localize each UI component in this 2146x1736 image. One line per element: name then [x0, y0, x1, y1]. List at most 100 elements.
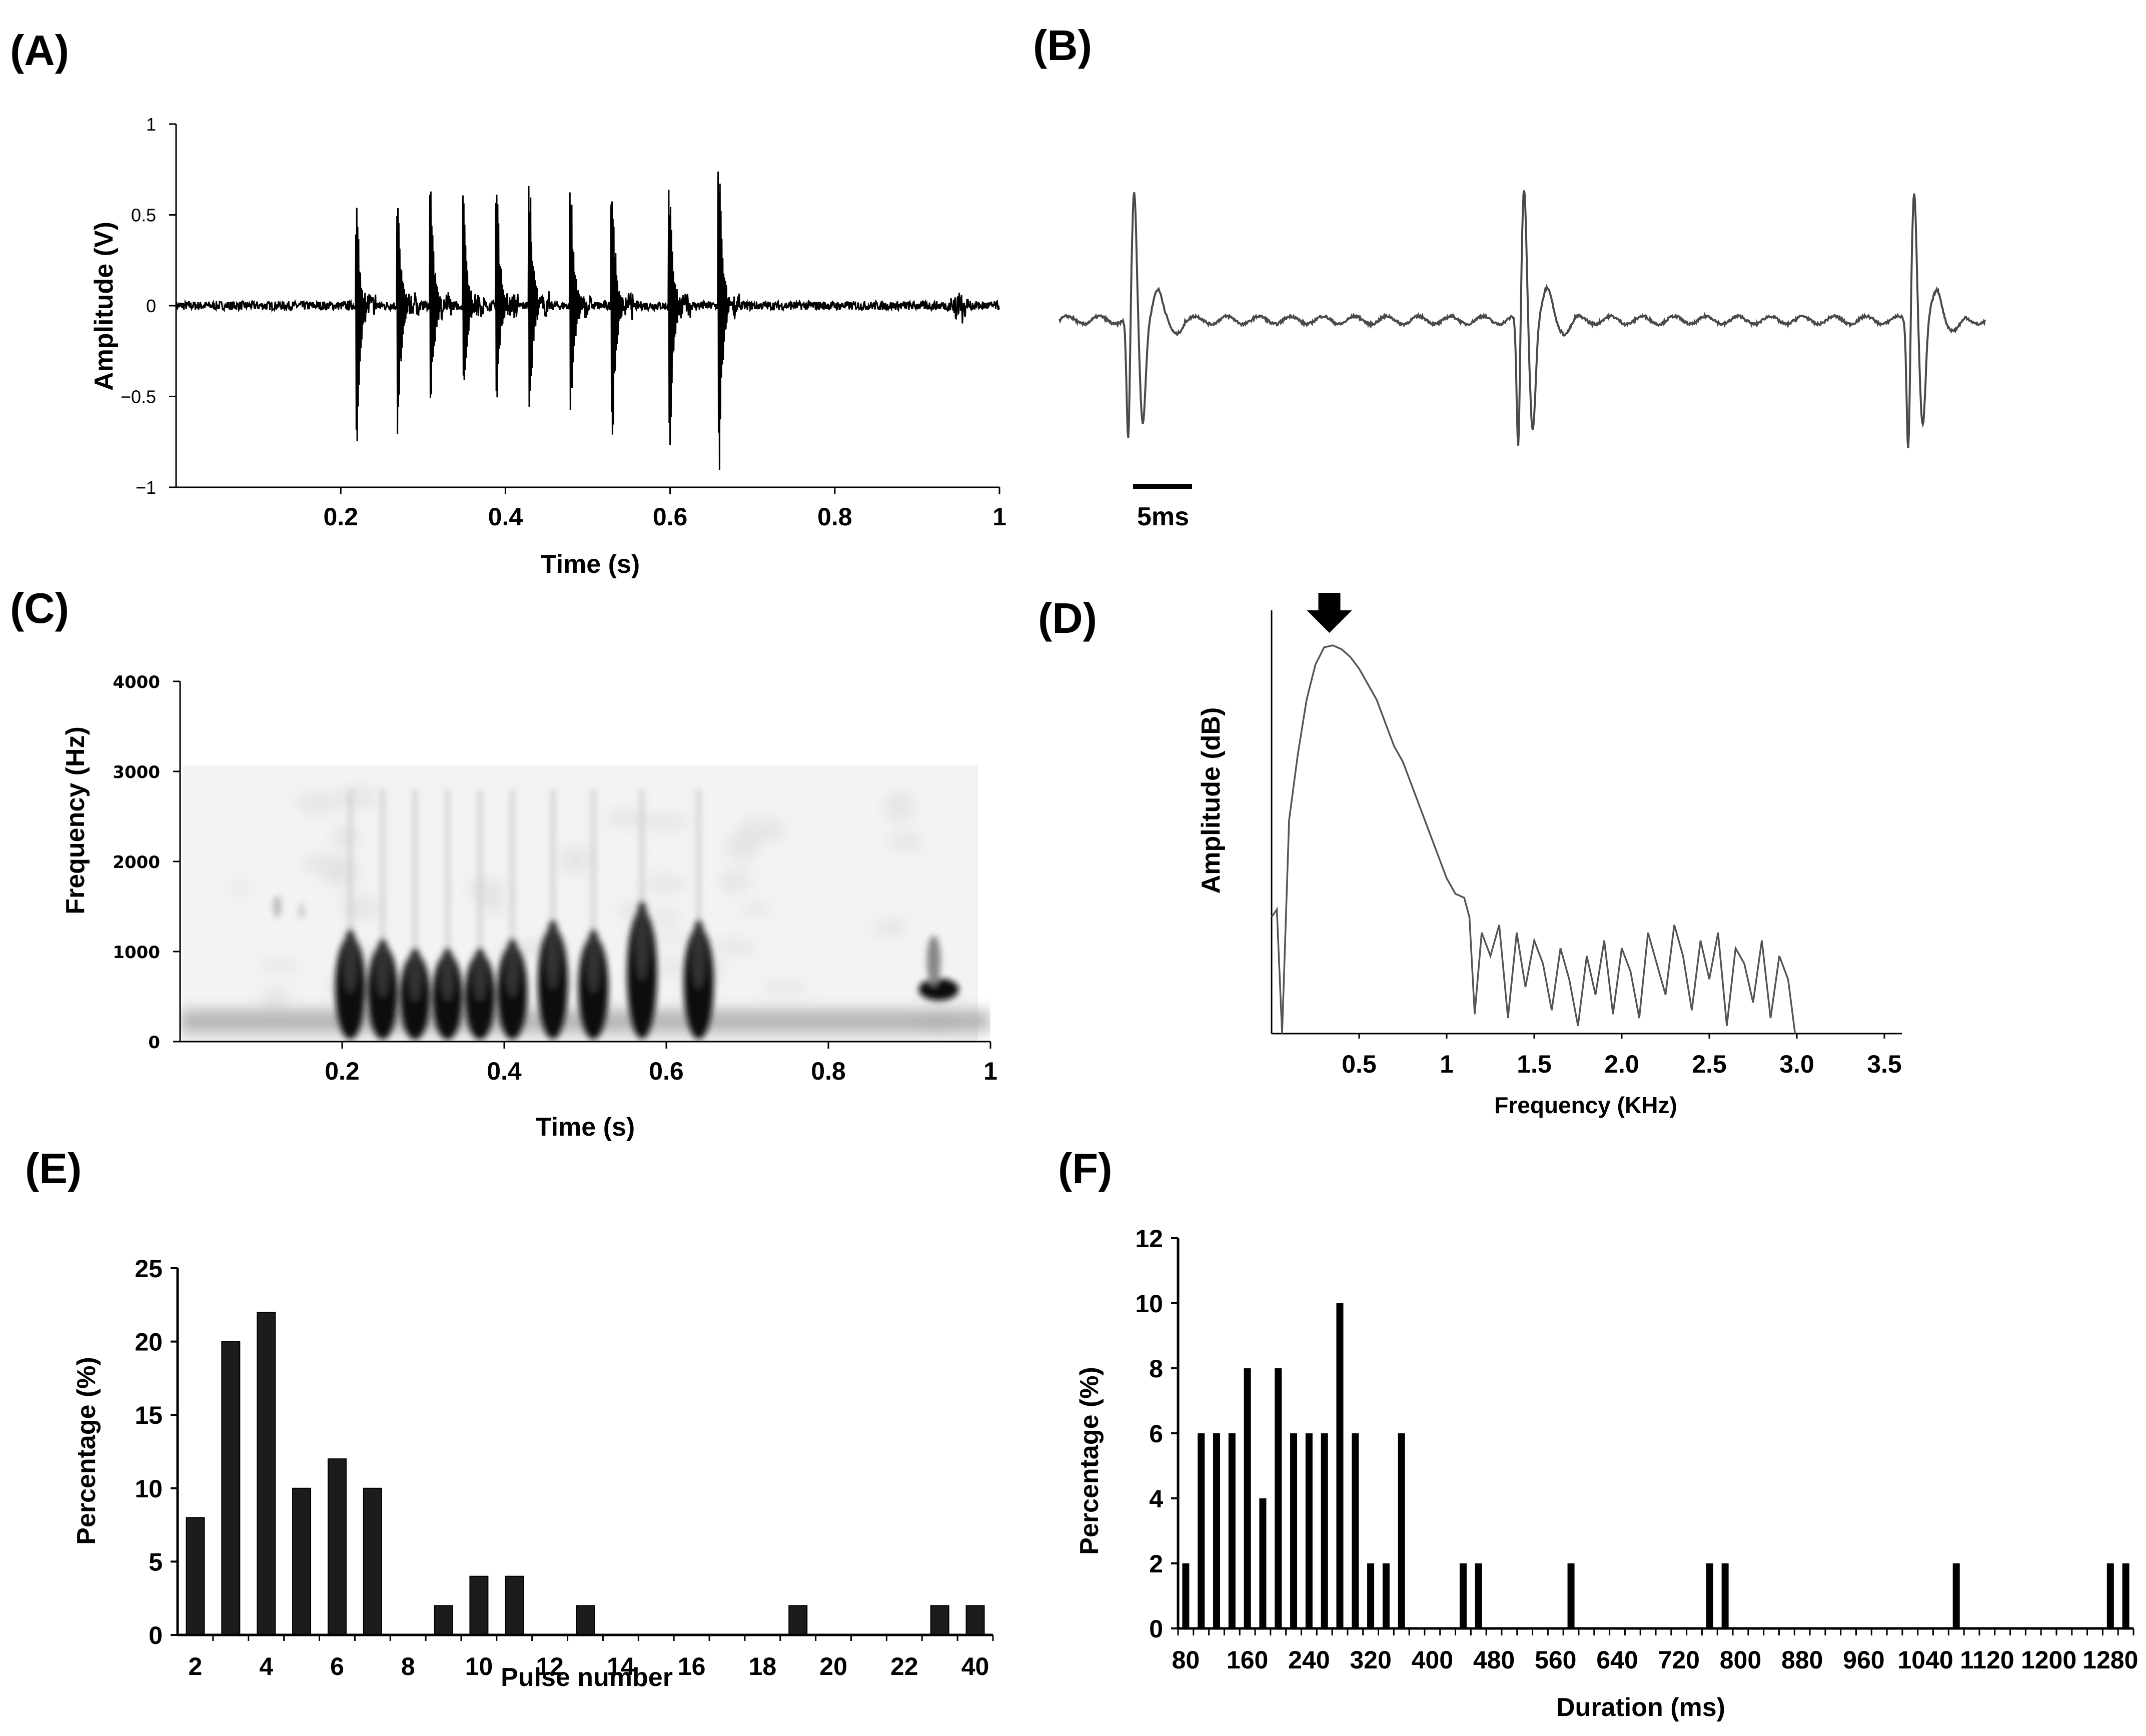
f-bar: [1321, 1433, 1328, 1628]
f-x-tick-label: 960: [1843, 1646, 1884, 1674]
f-x-tick-label: 1200: [2021, 1646, 2076, 1674]
spectrogram-harmonic: [591, 789, 596, 934]
spectrogram-noise: [643, 876, 688, 892]
spectrogram-pulse-upper: [343, 928, 358, 993]
c-y-tick-label: 2000: [113, 852, 160, 873]
d-y-axis-label: Amplitude (dB): [1197, 707, 1226, 894]
f-bar: [1721, 1563, 1729, 1628]
c-x-tick-label: 0.8: [811, 1057, 846, 1085]
f-bar: [1213, 1433, 1221, 1628]
e-bar: [505, 1575, 524, 1635]
scale-bar-label: 5ms: [1137, 502, 1189, 531]
e-x-tick-label: 4: [259, 1652, 273, 1680]
spectrogram-noise: [340, 896, 380, 920]
spectrogram-noise: [736, 818, 787, 842]
spectrogram-blip: [299, 903, 305, 919]
f-y-tick-label: 6: [1149, 1420, 1163, 1448]
spectrogram-tail-burst-upper: [926, 936, 941, 986]
f-y-tick-label: 2: [1149, 1550, 1163, 1578]
f-x-tick-label: 320: [1350, 1646, 1391, 1674]
spectrogram-harmonic: [413, 789, 417, 952]
c-x-tick-label: 0.4: [487, 1057, 522, 1085]
c-x-axis-label: Time (s): [536, 1113, 635, 1142]
panel-label-c: (C): [10, 585, 69, 632]
chart-panel-e: 0 5 10 15 20 25 2 4 6 8 10 12 14 16 18 20 22 40 Pulse num…: [72, 1255, 994, 1692]
e-y-tick-label: 25: [135, 1255, 163, 1283]
a-y-tick-label: 0: [146, 296, 156, 316]
spectrogram-noise: [884, 792, 914, 823]
spectrogram-pulse-upper: [546, 919, 560, 989]
spectrogram-noise: [761, 982, 808, 994]
e-bar: [788, 1605, 808, 1636]
spectrogram-noise: [467, 877, 506, 901]
e-y-tick-label: 0: [149, 1621, 163, 1649]
spectrogram-noise: [255, 961, 303, 972]
d-x-tick-label: 3.0: [1779, 1050, 1814, 1078]
peak-arrow-icon: [1307, 593, 1352, 633]
d-x-tick-label: 2.5: [1692, 1050, 1727, 1078]
e-x-tick-label: 12: [536, 1652, 564, 1680]
f-bar: [1182, 1563, 1190, 1628]
f-bar: [1567, 1563, 1575, 1628]
f-bar: [1459, 1563, 1467, 1628]
e-x-tick-label: 2: [189, 1652, 203, 1680]
spectrogram-pulse-upper: [635, 900, 649, 981]
f-y-tick-label: 4: [1149, 1485, 1163, 1513]
panel-label-a: (A): [10, 27, 69, 75]
d-x-tick-label: 3.5: [1867, 1050, 1902, 1078]
spectrogram-blip: [273, 896, 282, 918]
chart-panel-d: 0.5 1 1.5 2.0 2.5 3.0 3.5 Frequency (KHz) Ampl…: [1197, 593, 1902, 1118]
e-x-tick-label: 10: [465, 1652, 493, 1680]
f-bar: [1275, 1368, 1282, 1628]
c-x-tick-label: 0.2: [325, 1057, 360, 1085]
a-y-tick-label: −0.5: [121, 387, 156, 407]
spectrogram-noise: [481, 897, 505, 915]
f-y-tick-label: 10: [1135, 1290, 1163, 1318]
e-bar: [363, 1487, 382, 1636]
spectrogram-noise: [606, 810, 647, 827]
f-x-tick-label: 480: [1473, 1646, 1515, 1674]
f-x-tick-label: 720: [1658, 1646, 1699, 1674]
a-x-tick-label: 0.8: [817, 503, 852, 531]
f-bar: [1475, 1563, 1482, 1628]
a-x-tick-label: 0.4: [488, 503, 523, 531]
a-y-tick-label: −1: [136, 477, 156, 498]
d-x-tick-label: 2.0: [1604, 1050, 1639, 1078]
e-x-tick-label: 18: [749, 1652, 777, 1680]
spectrogram-harmonic: [445, 789, 450, 952]
spectrogram-noise: [711, 940, 758, 954]
c-y-tick-label: 3000: [113, 762, 160, 782]
d-x-tick-label: 0.5: [1342, 1050, 1377, 1078]
spectrogram-noise: [664, 933, 685, 944]
d-x-axis-label: Frequency (KHz): [1494, 1092, 1677, 1118]
chart-panel-a: 0.2 0.4 0.6 0.8 1 1 0.5 0 −0.5 −1 Time (s) Amplit…: [90, 114, 1006, 579]
e-bar: [327, 1458, 347, 1635]
a-x-tick-label: 0.6: [653, 503, 688, 531]
f-bar: [1336, 1303, 1344, 1628]
e-bar: [576, 1605, 595, 1636]
f-bar: [1228, 1433, 1236, 1628]
spectrogram-noise: [324, 863, 361, 887]
f-bar: [1952, 1563, 1960, 1628]
c-x-tick-label: 0.6: [649, 1057, 684, 1085]
spectrogram-noise: [331, 826, 359, 849]
f-x-tick-label: 560: [1535, 1646, 1576, 1674]
e-bar: [186, 1517, 205, 1635]
f-y-tick-label: 0: [1149, 1615, 1163, 1643]
panel-label-d: (D): [1038, 595, 1097, 642]
f-bar: [1706, 1563, 1713, 1628]
spectrogram-noise: [260, 988, 289, 1012]
e-bar: [221, 1341, 241, 1636]
f-x-tick-label: 1120: [1960, 1646, 2014, 1674]
f-y-tick-label: 8: [1149, 1355, 1163, 1383]
e-bar: [257, 1311, 276, 1635]
e-x-tick-label: 8: [401, 1652, 415, 1680]
panel-label-b: (B): [1033, 22, 1092, 70]
e-x-tick-label: 14: [607, 1652, 635, 1680]
e-x-axis-label: Pulse number: [501, 1663, 673, 1692]
f-x-tick-label: 400: [1412, 1646, 1453, 1674]
f-x-axis-label: Duration (ms): [1556, 1693, 1725, 1722]
single-pulse-trace: [1058, 190, 1986, 449]
